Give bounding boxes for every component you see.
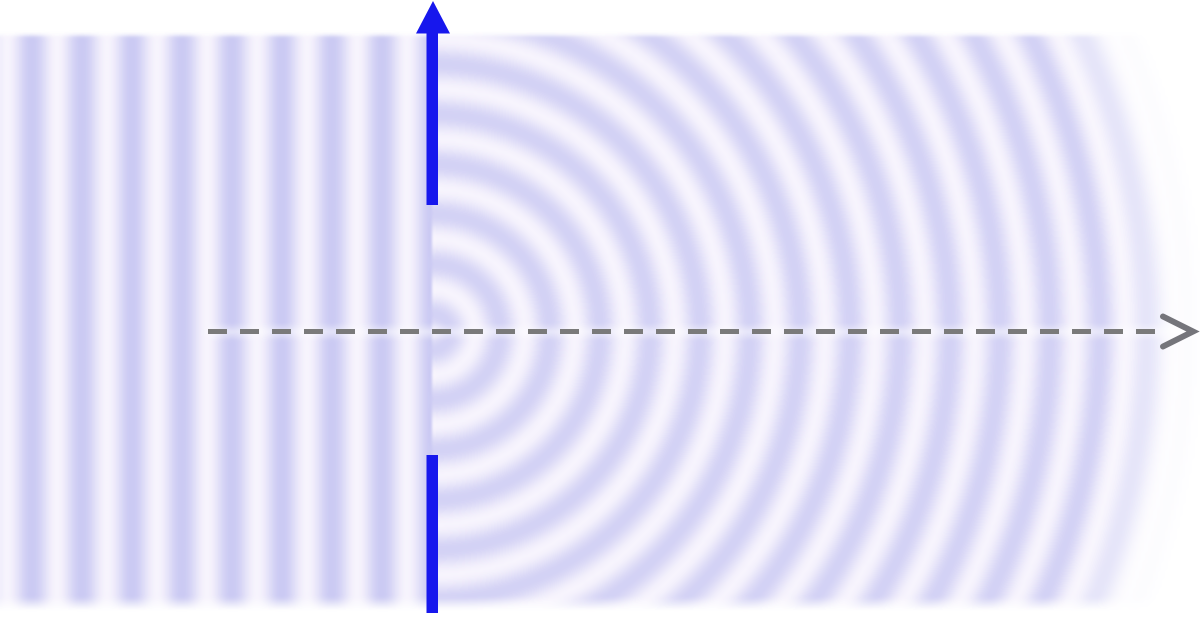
axis-arrow-head-icon bbox=[1160, 313, 1200, 350]
barrier-group bbox=[416, 1, 450, 613]
barrier-bottom-segment bbox=[426, 455, 438, 613]
barrier-top-segment bbox=[426, 31, 438, 205]
barrier-arrow-head-icon bbox=[416, 1, 450, 34]
axis-arrow-group bbox=[208, 313, 1200, 350]
